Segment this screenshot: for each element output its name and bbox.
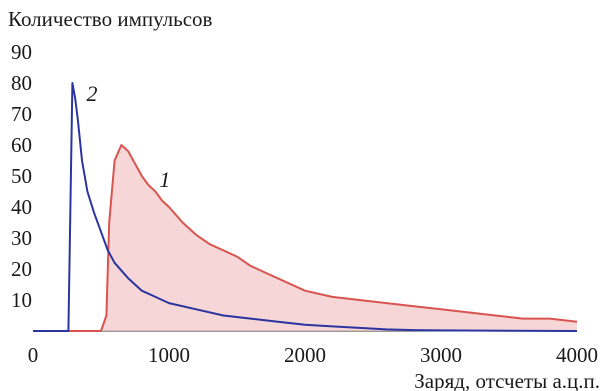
- y-tick-label: 40: [11, 195, 32, 219]
- series-2-line: [33, 82, 578, 332]
- x-tick-label: 4000: [556, 343, 598, 367]
- x-tick-label: 2000: [284, 343, 326, 367]
- y-tick-label: 80: [11, 71, 32, 95]
- y-tick-label: 10: [11, 288, 32, 312]
- series-labels: 12: [86, 81, 170, 192]
- plot-area: [33, 82, 578, 332]
- series-2-label: 2: [86, 81, 97, 106]
- x-tick-label: 0: [28, 343, 39, 367]
- x-tick-label: 1000: [148, 343, 190, 367]
- y-tick-label: 50: [11, 164, 32, 188]
- y-tick-label: 90: [11, 40, 32, 64]
- x-tick-label: 3000: [420, 343, 462, 367]
- series-1-label: 1: [159, 167, 170, 192]
- series-1-area: [33, 145, 577, 331]
- x-axis-title: Заряд, отсчеты а.ц.п.: [414, 369, 600, 391]
- y-tick-labels: 10 20 30 40 50 60 70 80 90: [11, 40, 32, 312]
- x-tick-labels: 0 1000 2000 3000 4000: [28, 343, 598, 367]
- y-tick-label: 70: [11, 102, 32, 126]
- y-axis-title: Количество импульсов: [8, 7, 213, 31]
- series-1-line: [33, 144, 578, 332]
- y-tick-label: 60: [11, 133, 32, 157]
- y-tick-label: 30: [11, 226, 32, 250]
- y-tick-label: 20: [11, 257, 32, 281]
